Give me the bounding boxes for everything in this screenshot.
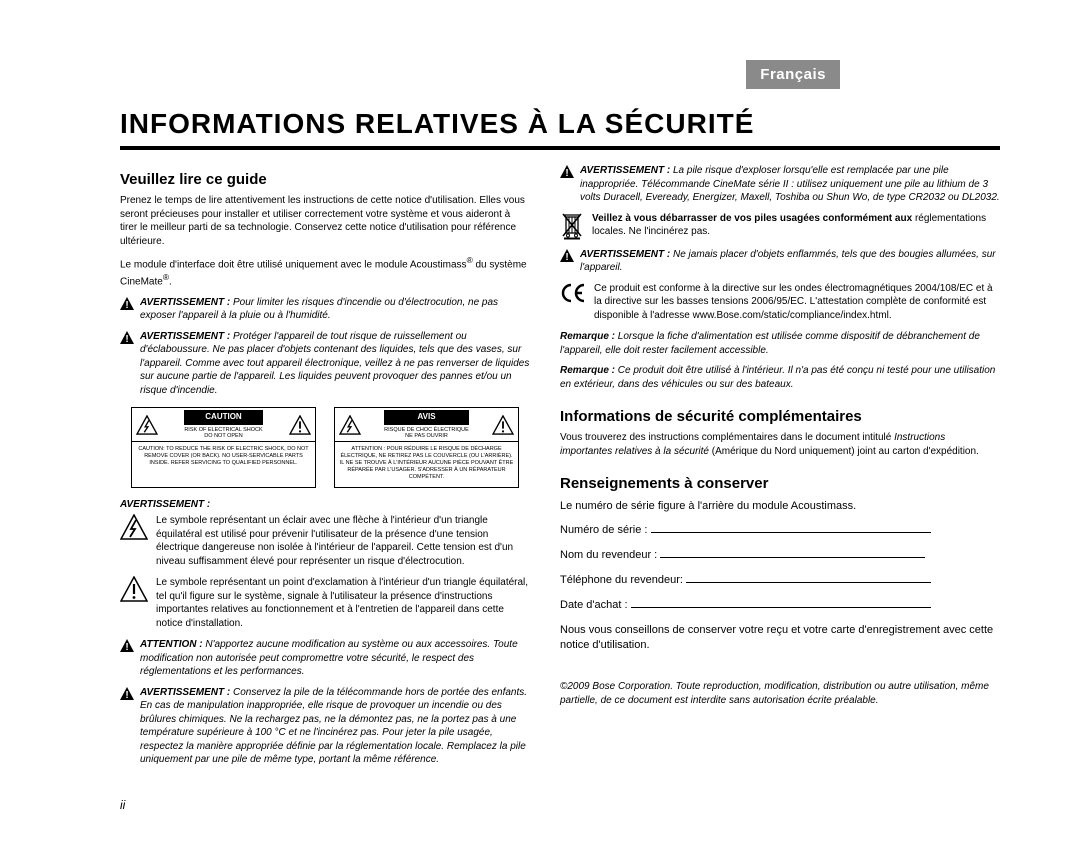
ce-row: Ce produit est conforme à la directive s… (560, 282, 1000, 323)
symbol-explain-row: Le symbole représentant un point d'excla… (120, 576, 530, 630)
interface-paragraph: Le module d'interface doit être utilisé … (120, 255, 530, 289)
svg-text:!: ! (565, 168, 568, 178)
page-number: ii (120, 798, 125, 812)
symbol-text: Le symbole représentant un point d'excla… (156, 576, 530, 630)
caution-title-block: AVIS RISQUE DE CHOC ÉLECTRIQUENE PAS OUV… (384, 410, 469, 439)
content-columns: Veuillez lire ce guide Prenez le temps d… (120, 164, 1000, 774)
bin-text: Veillez à vous débarrasser de vos piles … (592, 212, 1000, 239)
caution-box-group: CAUTION RISK OF ELECTRICAL SHOCKDO NOT O… (120, 407, 530, 487)
warning-label: AVERTISSEMENT : (580, 165, 670, 176)
attention-row: ! ATTENTION : N'apportez aucune modifica… (120, 638, 530, 679)
caution-title: CAUTION (184, 410, 262, 425)
warning-text: AVERTISSEMENT : Protéger l'appareil de t… (140, 330, 530, 398)
warning-text: AVERTISSEMENT : Conservez la pile de la … (140, 686, 530, 767)
remark-body: Lorsque la fiche d'alimentation est util… (560, 331, 980, 356)
bin-row: Veillez à vous débarrasser de vos piles … (560, 212, 1000, 240)
exclaim-triangle-icon (492, 415, 514, 435)
bolt-triangle-icon (339, 415, 361, 435)
warning-label: AVERTISSEMENT : (580, 249, 670, 260)
text-span: (Amérique du Nord uniquement) joint au c… (712, 446, 979, 457)
record-label: Nom du revendeur : (560, 548, 657, 563)
left-column: Veuillez lire ce guide Prenez le temps d… (120, 164, 530, 774)
exclaim-triangle-icon (120, 576, 148, 602)
remark-label: Remarque : (560, 331, 615, 342)
language-tab: Français (746, 60, 840, 89)
warning-row: ! AVERTISSEMENT : Pour limiter les risqu… (120, 296, 530, 323)
records-keep: Nous vous conseillons de conserver votre… (560, 623, 1000, 653)
reg-mark: ® (467, 255, 473, 265)
caution-title: AVIS (384, 410, 469, 425)
complement-paragraph: Vous trouverez des instructions compléme… (560, 431, 1000, 458)
avertissement-subhead: AVERTISSEMENT : (120, 498, 530, 512)
document-page: Français INFORMATIONS RELATIVES À LA SÉC… (0, 0, 1080, 852)
symbol-explain-row: Le symbole représentant un éclair avec u… (120, 514, 530, 568)
crossed-bin-icon (560, 212, 584, 240)
caution-box-en: CAUTION RISK OF ELECTRICAL SHOCKDO NOT O… (131, 407, 316, 487)
warning-row: ! AVERTISSEMENT : Ne jamais placer d'obj… (560, 248, 1000, 275)
warning-text: AVERTISSEMENT : La pile risque d'explose… (580, 164, 1000, 205)
caution-subtitle: RISQUE DE CHOC ÉLECTRIQUENE PAS OUVRIR (384, 427, 469, 439)
section-heading-records: Renseignements à conserver (560, 474, 1000, 494)
record-line-serial: Numéro de série : (560, 523, 1000, 538)
reg-mark: ® (163, 272, 169, 282)
page-title: INFORMATIONS RELATIVES À LA SÉCURITÉ (120, 108, 1000, 140)
warning-text: ATTENTION : N'apportez aucune modificati… (140, 638, 530, 679)
record-line-date: Date d'achat : (560, 598, 1000, 613)
warning-row: ! AVERTISSEMENT : La pile risque d'explo… (560, 164, 1000, 205)
records-intro: Le numéro de série figure à l'arrière du… (560, 499, 1000, 514)
ce-text: Ce produit est conforme à la directive s… (594, 282, 1000, 323)
text-span: Le module d'interface doit être utilisé … (120, 260, 467, 271)
warning-label: AVERTISSEMENT : (140, 297, 230, 308)
record-line-phone: Téléphone du revendeur: (560, 573, 1000, 588)
warning-row: ! AVERTISSEMENT : Conservez la pile de l… (120, 686, 530, 767)
caution-body-text: ATTENTION : POUR RÉDUIRE LE RISQUE DE DÉ… (335, 442, 518, 486)
caution-header: AVIS RISQUE DE CHOC ÉLECTRIQUENE PAS OUV… (335, 408, 518, 442)
bolt-triangle-icon (136, 415, 158, 435)
copyright-text: ©2009 Bose Corporation. Toute reproducti… (560, 680, 1000, 707)
warning-triangle-icon: ! (120, 639, 134, 652)
warning-triangle-icon: ! (560, 165, 574, 178)
warning-triangle-icon: ! (120, 331, 134, 344)
caution-title-block: CAUTION RISK OF ELECTRICAL SHOCKDO NOT O… (184, 410, 262, 439)
warning-triangle-icon: ! (560, 249, 574, 262)
text-span: Vous trouverez des instructions compléme… (560, 432, 891, 443)
caution-body-text: CAUTION: TO REDUCE THE RISK OF ELECTRIC … (132, 442, 315, 473)
caution-box-fr: AVIS RISQUE DE CHOC ÉLECTRIQUENE PAS OUV… (334, 407, 519, 487)
record-label: Numéro de série : (560, 523, 647, 538)
exclaim-triangle-icon (289, 415, 311, 435)
right-column: ! AVERTISSEMENT : La pile risque d'explo… (560, 164, 1000, 774)
remark-paragraph: Remarque : Lorsque la fiche d'alimentati… (560, 330, 1000, 357)
svg-text:!: ! (125, 690, 128, 700)
warning-triangle-icon: ! (120, 687, 134, 700)
warning-text: AVERTISSEMENT : Pour limiter les risques… (140, 296, 530, 323)
bolt-triangle-icon (120, 514, 148, 540)
warning-body: Conservez la pile de la télécommande hor… (140, 687, 527, 766)
warning-label: ATTENTION : (140, 639, 203, 650)
section-heading-complement: Informations de sécurité complémentaires (560, 407, 1000, 427)
title-rule (120, 146, 1000, 150)
svg-text:!: ! (565, 252, 568, 262)
record-label: Téléphone du revendeur: (560, 573, 683, 588)
remark-paragraph: Remarque : Ce produit doit être utilisé … (560, 364, 1000, 391)
remark-label: Remarque : (560, 365, 615, 376)
svg-text:!: ! (125, 334, 128, 344)
warning-label: AVERTISSEMENT : (140, 687, 230, 698)
warning-label: AVERTISSEMENT : (140, 331, 230, 342)
text-span: Veillez à vous débarrasser de vos piles … (592, 213, 912, 224)
ce-mark-icon (560, 282, 586, 304)
symbol-text: Le symbole représentant un éclair avec u… (156, 514, 530, 568)
warning-text: AVERTISSEMENT : Ne jamais placer d'objet… (580, 248, 1000, 275)
remark-body: Ce produit doit être utilisé à l'intérie… (560, 365, 995, 390)
caution-subtitle: RISK OF ELECTRICAL SHOCKDO NOT OPEN (184, 427, 262, 439)
record-line-dealer: Nom du revendeur : (560, 548, 1000, 563)
svg-text:!: ! (125, 300, 128, 310)
svg-text:!: ! (125, 642, 128, 652)
warning-row: ! AVERTISSEMENT : Protéger l'appareil de… (120, 330, 530, 398)
section-heading-guide: Veuillez lire ce guide (120, 170, 530, 190)
record-label: Date d'achat : (560, 598, 628, 613)
caution-header: CAUTION RISK OF ELECTRICAL SHOCKDO NOT O… (132, 408, 315, 442)
records-block: Le numéro de série figure à l'arrière du… (560, 499, 1000, 653)
intro-paragraph: Prenez le temps de lire attentivement le… (120, 194, 530, 248)
warning-triangle-icon: ! (120, 297, 134, 310)
